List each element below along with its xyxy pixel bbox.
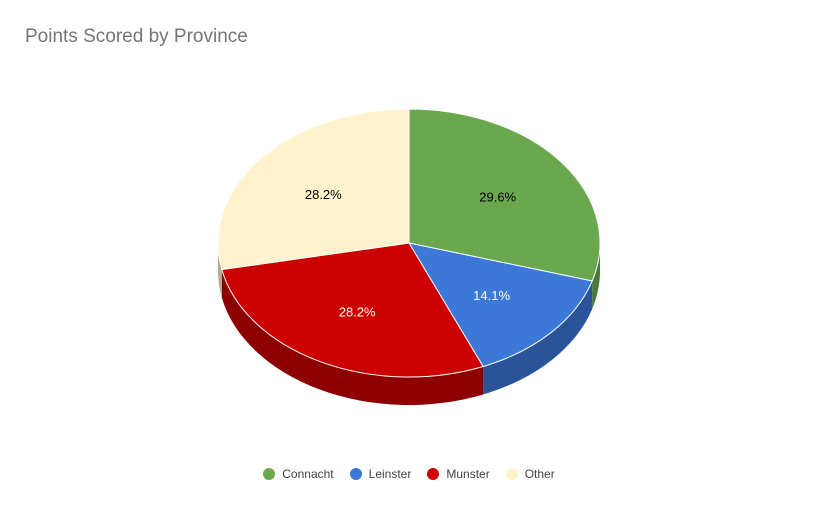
legend-item-other[interactable]: Other (505, 467, 555, 481)
pie-side-munster (221, 269, 484, 405)
legend-label-leinster: Leinster (368, 467, 412, 481)
legend-swatch-connacht (263, 468, 276, 480)
pie-label-connacht: 29.6% (479, 190, 516, 205)
pie-side-leinster (483, 280, 593, 395)
legend-label-munster: Munster (446, 467, 490, 481)
pie-label-other: 28.2% (305, 187, 342, 202)
chart-title: Points Scored by Province (25, 26, 248, 47)
pie-slice-leinster[interactable] (407, 242, 593, 368)
legend-item-leinster[interactable]: Leinster (349, 467, 412, 481)
legend-label-connacht: Connacht (282, 467, 334, 481)
legend-swatch-leinster (349, 468, 362, 480)
legend-swatch-other (505, 468, 518, 480)
legend: Connacht Leinster Munster Other (0, 463, 818, 485)
legend-swatch-munster (427, 468, 440, 480)
pie-labels: 29.6% 14.1% 28.2% 28.2% (305, 187, 517, 320)
legend-item-connacht[interactable]: Connacht (263, 467, 334, 481)
pie-slice-connacht[interactable] (408, 108, 601, 282)
pie-label-leinster: 14.1% (473, 288, 510, 303)
pie-slice-munster[interactable] (221, 242, 484, 378)
pie-label-munster: 28.2% (339, 305, 376, 320)
legend-label-other: Other (524, 467, 555, 481)
legend-item-munster[interactable]: Munster (427, 467, 490, 481)
pie-slices (217, 108, 601, 378)
pie-slice-other[interactable] (217, 108, 410, 271)
pie-side-connacht (592, 243, 600, 309)
